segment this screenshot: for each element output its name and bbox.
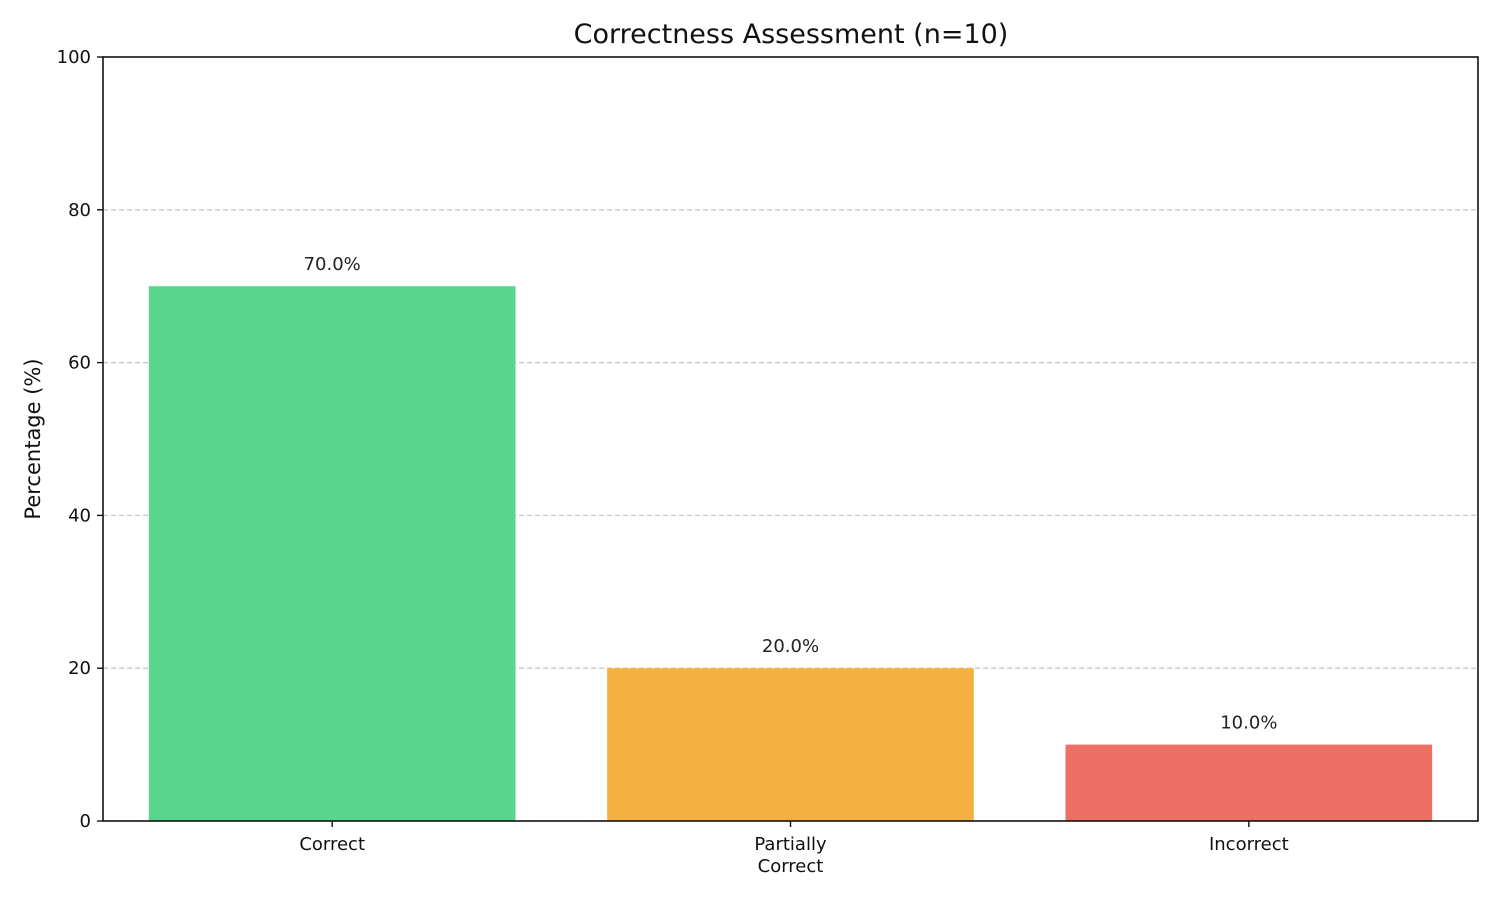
bar-2 (1065, 744, 1433, 821)
x-tick-label-line: Correct (299, 834, 365, 855)
bars (148, 286, 1433, 821)
x-tick-label: Correct (299, 834, 365, 855)
chart-title: Correctness Assessment (n=10) (574, 19, 1009, 50)
data-labels: 70.0% 20.0% 10.0% (304, 254, 1278, 733)
bar-0 (148, 286, 516, 821)
plot-area-frame (102, 56, 1479, 822)
x-tick-label-line: Correct (758, 856, 824, 877)
y-axis-label: Percentage (%) (21, 358, 45, 519)
x-tick-label: Partially Correct (754, 834, 827, 877)
data-label: 10.0% (1220, 713, 1277, 734)
y-tick-label: 40 (68, 505, 91, 526)
x-tick-label: Incorrect (1209, 834, 1289, 855)
data-label: 70.0% (304, 254, 361, 275)
x-tick-label-line: Incorrect (1209, 834, 1289, 855)
y-tick-label: 80 (68, 200, 91, 221)
y-tick-label: 60 (68, 353, 91, 374)
y-tick-label: 0 (80, 811, 91, 832)
data-label: 20.0% (762, 636, 819, 657)
grid-lines (103, 209, 1478, 669)
bar-1 (607, 668, 974, 821)
y-tick-label: 100 (57, 47, 91, 68)
x-tick-label-line: Partially (754, 834, 827, 855)
y-tick-label: 20 (68, 658, 91, 679)
